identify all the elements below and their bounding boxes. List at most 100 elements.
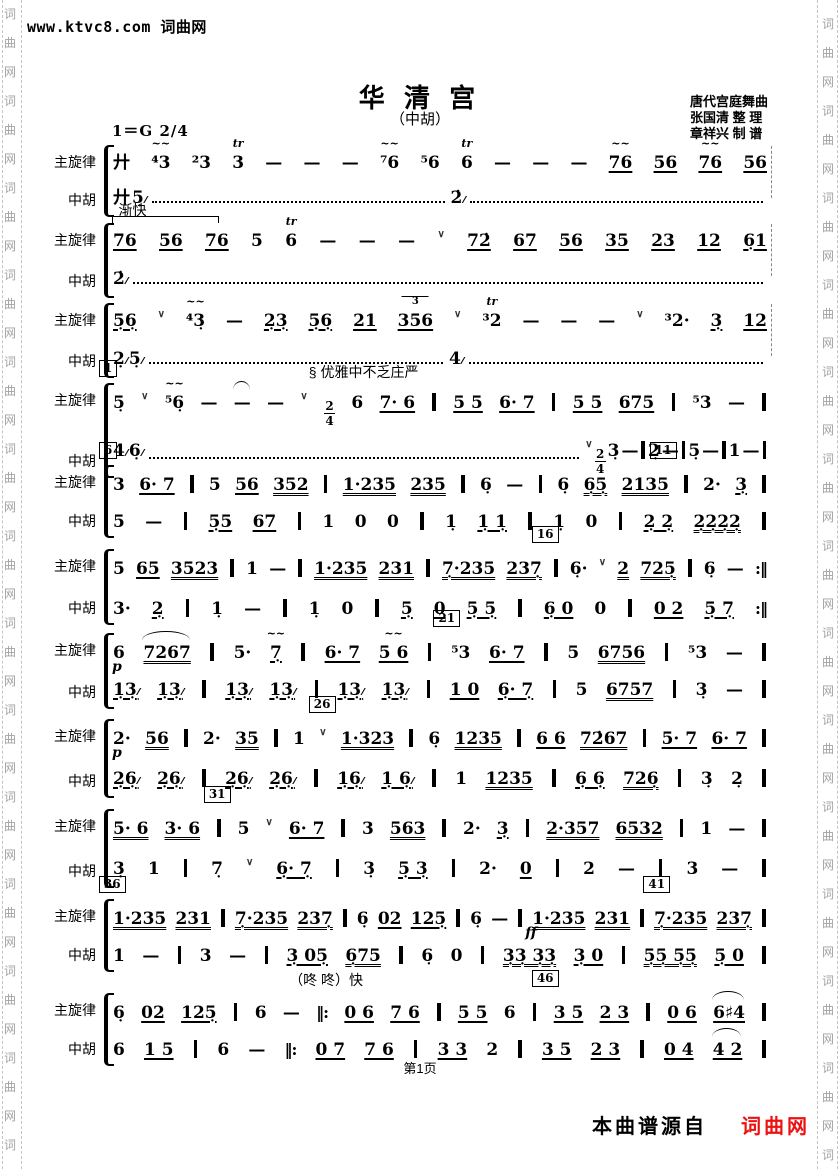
note-cell: 5 [208, 475, 221, 495]
bow-mark: ∨ [265, 817, 273, 828]
note-cell: 1̣3̣⁄⁄ [269, 680, 296, 700]
watermark-char: 曲 [4, 123, 17, 137]
barline [420, 512, 424, 530]
note-cell: 1 [700, 819, 713, 839]
system-rows: 36 41 ff 1·235 231 7̣·235 237̣ 6̣ 02 125̣ 6̣ —1·235… [98, 876, 768, 967]
barline [230, 559, 234, 577]
note-cell: 231 [594, 909, 631, 929]
watermark-char: 词 [4, 442, 17, 456]
note-cell: 3 tr [232, 137, 245, 173]
note-cell: 1̣ [308, 599, 321, 619]
note-cell: 76 [113, 231, 137, 251]
system-brace [100, 549, 114, 625]
note-cell: 6756 [597, 643, 646, 663]
rehearsal-mark: 1 [98, 360, 118, 377]
part-label-zhonghu: 中胡 [68, 273, 96, 289]
note-cell: ⁵3 [687, 643, 708, 663]
melody-row: 5̣ ∨ ⁵6̣ ~~ — — — ∨ 2 4 6 7· 6 5 5 6· 7 5 5 675 ⁵3 — [112, 378, 768, 427]
part-label-zhonghu: 中胡 [68, 773, 96, 789]
note-cell: — [506, 475, 524, 495]
note-cell: 2̣6̣⁄⁄ [157, 769, 184, 789]
note-cell: 125̣ [410, 909, 447, 929]
watermark-char: 词 [4, 1138, 17, 1152]
ornament-mark: ~~ [266, 627, 286, 640]
note-cell: 1235 [454, 729, 502, 749]
note-cell: 2̣ 2̣ [643, 512, 674, 532]
note-cell: — [727, 393, 745, 413]
ornament-mark: ~~ [384, 627, 403, 640]
part-labels: 主旋律 中胡 [40, 470, 100, 533]
note-cell: 6· 7 [489, 643, 525, 663]
credit-line: 章祥兴 制 谱 [689, 126, 763, 141]
note-cell: 5 6 ~~ [378, 627, 409, 663]
barline [461, 475, 465, 493]
watermark-dashed-line-left-inner [21, 0, 22, 1169]
note-cell: 56 [559, 231, 583, 251]
system: 主旋律 中胡 1＝G 2/4 廾 ⁴3 ~~ ²3 3 tr — — — ⁷6 ~~ ⁵6 6 tr — — — 76 ~… [40, 122, 773, 217]
ornament-mark: ~~ [151, 137, 171, 150]
note-cell: 2· [203, 729, 221, 749]
barline [642, 729, 647, 747]
note-cell: 02 [377, 909, 402, 929]
note-cell: 237̣ [506, 559, 542, 579]
note-cell: 65 [136, 559, 160, 579]
rehearsal-mark: 21 [433, 610, 461, 627]
part-label-zhonghu: 中胡 [68, 513, 96, 529]
zhonghu-row: 3̣ 1 7̣ ∨ 6̣· 7̣ 3̣ 5̣ 3̣ 2· 0 2 — 3 — [112, 856, 768, 883]
note-cell: 5̣ 3̣ [398, 859, 428, 879]
part-labels: 主旋律 中胡 [40, 814, 100, 883]
watermark-char: 网 [4, 1022, 17, 1036]
bow-mark: ∨ [437, 229, 445, 240]
slur-mark [712, 991, 745, 1000]
note-cell: 2 3 [599, 1003, 630, 1023]
barline [684, 475, 688, 493]
note-cell: 5̣ [400, 599, 413, 619]
note-cell: 5 [575, 680, 588, 700]
part-label-zhonghu: 中胡 [68, 1041, 96, 1057]
system: 主旋律 中胡 36 41 ff 1·235 231 7̣·235 237̣ 6̣ 02 125̣ 6̣ —… [40, 876, 768, 972]
part-labels: 主旋律 中胡 [40, 638, 100, 704]
note-cell: — [532, 153, 550, 173]
note-cell: 1̣3̣⁄⁄ [113, 680, 140, 700]
watermark-char: 词 [4, 268, 17, 282]
dynamic-mark: p [112, 745, 122, 761]
watermark-char: 网 [4, 1109, 17, 1123]
bow-mark: ∨ [454, 309, 462, 320]
note-cell: 6· 7 [139, 475, 175, 495]
rehearsal-mark: 16 [531, 526, 559, 543]
system-brace [100, 633, 114, 709]
note-cell: 6̣⁄⁄ [128, 441, 144, 461]
barline [283, 599, 287, 617]
note-cell: 3̣ [710, 311, 723, 331]
note-cell: 237̣ [297, 909, 333, 929]
note-cell: 1 [147, 859, 160, 879]
barline [323, 475, 328, 493]
note-cell: 2̣3̣ [263, 311, 288, 331]
barline [664, 643, 669, 661]
barline [621, 946, 626, 964]
note-cell: ⁵3 [451, 643, 471, 663]
note-cell: 7̣·235 [441, 559, 496, 579]
watermark-char: 词 [4, 790, 17, 804]
part-label-melody: 主旋律 [54, 818, 96, 834]
note-cell: 6 [503, 1003, 516, 1023]
note-cell: 6̣· [569, 559, 588, 579]
barline [274, 729, 278, 747]
barline [528, 512, 532, 530]
barline [762, 680, 766, 698]
note-cell: 5 5 [453, 393, 483, 413]
watermark-dashed-line-right-inner [817, 0, 818, 1169]
note-cell [470, 200, 763, 203]
note-cell: 7267 [142, 631, 191, 664]
note-cell: 72̇67 [580, 729, 628, 749]
part-labels: 主旋律 中胡 [40, 904, 100, 967]
note-cell: 3 [362, 819, 374, 839]
watermark-char: 曲 [4, 645, 17, 659]
part-label-melody: 主旋律 [54, 392, 96, 408]
barline [671, 393, 676, 411]
note-cell: 2̣ [151, 599, 164, 619]
watermark-char: 曲 [822, 655, 835, 669]
watermark-char: 网 [4, 413, 17, 427]
